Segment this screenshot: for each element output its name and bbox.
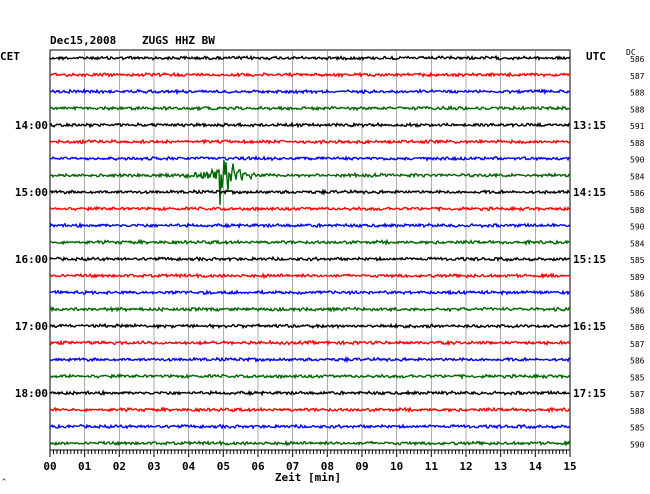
trace-line [49,105,571,112]
dc-value-label: 586 [630,357,645,366]
trace-line [49,71,571,79]
trace-line [49,205,571,213]
x-tick-label: 14 [529,460,543,473]
cet-time-label: 15:00 [15,186,48,199]
header-date: Dec15,2008 [50,34,117,47]
dc-value-label: 586 [630,189,645,198]
trace-line [49,272,571,280]
header-left-zone: CET [0,50,20,63]
dc-value-label: 586 [630,55,645,64]
x-tick-label: 15 [563,460,576,473]
plot-frame [49,49,571,451]
dc-value-label: 585 [630,424,645,433]
trace-line [49,322,571,330]
dc-value-label: 587 [630,390,645,399]
dc-value-label: 584 [630,239,645,248]
utc-time-label: 14:15 [573,186,606,199]
dc-value-label: 587 [630,72,645,81]
dc-value-label: 590 [630,156,645,165]
trace-line [49,355,571,364]
cet-time-label: 16:00 [15,253,48,266]
header-dc-label: DC [626,48,636,57]
dc-value-label: 586 [630,323,645,332]
x-axis-label: Zeit [min] [275,471,341,484]
trace-line [49,221,571,230]
trace-line [49,121,571,129]
corner-mark: ^ [2,478,7,486]
dc-value-label: 588 [630,105,645,114]
trace-line [49,406,571,414]
header-station: ZUGS HHZ BW [142,34,215,47]
cet-time-label: 17:00 [15,320,48,333]
cet-time-label: 18:00 [15,387,48,400]
x-tick-label: 09 [355,460,368,473]
dc-value-label: 588 [630,139,645,148]
trace-line [49,423,571,430]
x-tick-label: 11 [425,460,439,473]
dc-value-label: 590 [630,440,645,449]
cet-time-label: 14:00 [15,119,48,132]
x-tick-label: 04 [182,460,196,473]
trace-line [49,306,571,313]
trace-line [50,87,571,96]
trace-line [49,188,570,196]
x-tick-label: 10 [390,460,403,473]
trace-line [49,138,571,146]
x-tick-label: 12 [459,460,472,473]
trace-line [49,54,571,62]
trace-line [49,155,571,162]
dc-value-label: 590 [630,223,645,232]
trace-line [49,339,571,347]
x-tick-label: 07 [286,460,299,473]
x-tick-label: 13 [494,460,507,473]
x-tick-label: 03 [147,460,160,473]
x-tick-label: 02 [113,460,126,473]
x-tick-label: 08 [321,460,334,473]
trace-line [49,160,571,205]
trace-line [49,372,571,381]
utc-time-label: 13:15 [573,119,606,132]
dc-value-label: 586 [630,306,645,315]
x-tick-label: 05 [217,460,230,473]
dc-value-label: 585 [630,373,645,382]
dc-value-label: 588 [630,206,645,215]
utc-time-label: 15:15 [573,253,606,266]
trace-line [49,288,571,296]
x-tick-label: 06 [251,460,265,473]
dc-value-label: 584 [630,172,645,181]
dc-value-label: 591 [630,122,645,131]
utc-time-label: 17:15 [573,387,606,400]
trace-line [49,389,571,397]
dc-value-label: 586 [630,290,645,299]
x-tick-label: 01 [78,460,92,473]
dc-value-label: 587 [630,340,645,349]
trace-line [49,238,570,246]
dc-value-label: 585 [630,256,645,265]
x-tick-label: 00 [43,460,56,473]
dc-value-label: 588 [630,407,645,416]
header-right-zone: UTC [586,50,606,63]
trace-line [49,255,571,263]
trace-line [49,439,571,447]
utc-time-label: 16:15 [573,320,606,333]
dc-value-label: 588 [630,89,645,98]
dc-value-label: 589 [630,273,645,282]
